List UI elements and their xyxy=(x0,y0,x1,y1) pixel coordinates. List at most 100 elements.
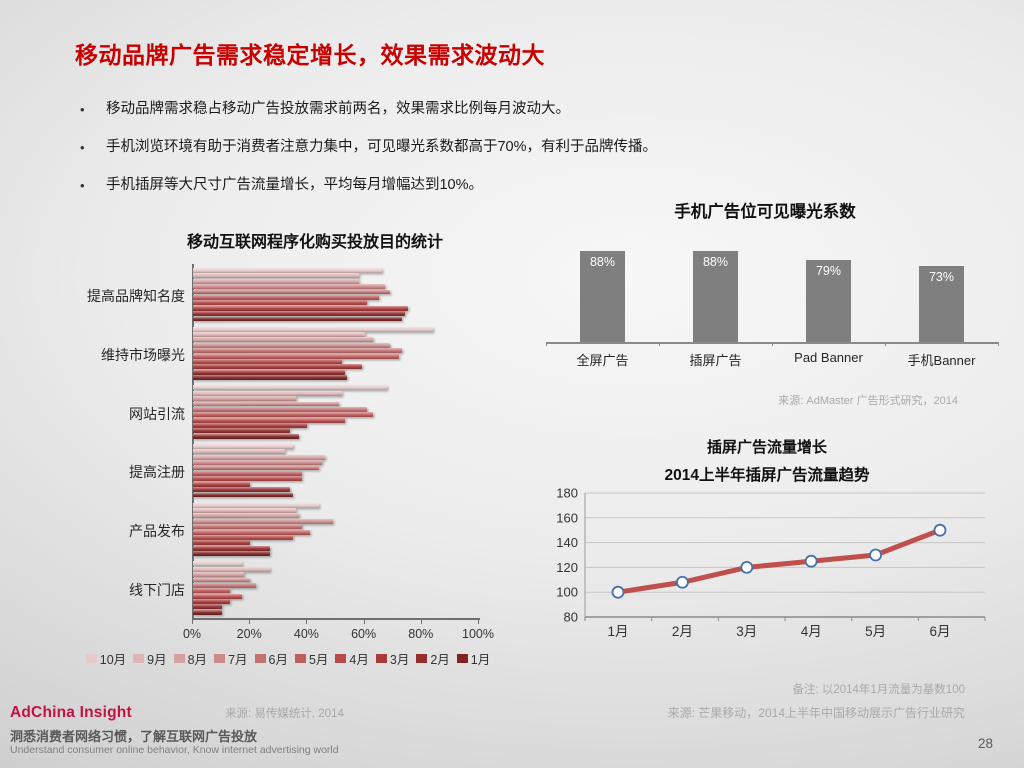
bar xyxy=(193,566,271,572)
bar xyxy=(193,529,311,535)
bar xyxy=(193,492,294,498)
purpose-chart-x-axis xyxy=(192,618,480,620)
x-tick-mark xyxy=(306,620,308,624)
traffic-chart-source: 来源: 芒果移动，2014上半年中国移动展示广告行业研究 xyxy=(667,706,965,720)
bar xyxy=(193,342,391,348)
bar-group xyxy=(193,442,479,501)
x-tick-mark xyxy=(998,342,999,346)
bar xyxy=(193,311,405,317)
bar-group xyxy=(193,559,479,618)
bullet-text: 手机插屏等大尺寸广告流量增长，平均每月增幅达到10%。 xyxy=(106,177,484,193)
legend-item: 7月 xyxy=(214,649,248,668)
category-label: 提高注册 xyxy=(129,464,185,481)
legend-swatch xyxy=(254,654,266,663)
x-tick-mark xyxy=(249,620,251,624)
bar xyxy=(193,588,231,594)
bar xyxy=(193,460,322,466)
bar xyxy=(193,508,296,513)
bar xyxy=(193,518,334,524)
bar xyxy=(193,487,291,493)
bar xyxy=(193,423,308,428)
bar xyxy=(193,561,242,567)
legend-label: 2月 xyxy=(430,653,450,667)
bar-with-value-label: 73% xyxy=(919,266,964,342)
bar xyxy=(193,353,399,359)
legend-item: 6月 xyxy=(254,649,288,668)
bar xyxy=(193,278,359,284)
bullet-text: 移动品牌需求稳占移动广告投放需求前两名，效果需求比例每月波动大。 xyxy=(106,101,570,117)
x-tick-label: 20% xyxy=(236,627,262,641)
bar xyxy=(193,273,359,279)
purpose-chart-source: 来源: 易传媒统计, 2014 xyxy=(225,708,344,720)
bar xyxy=(193,284,385,290)
x-tick-label: 4月 xyxy=(801,624,822,639)
bar xyxy=(193,599,231,604)
slide-title: 移动品牌广告需求稳定增长，效果需求波动大 xyxy=(75,42,545,68)
category-label: Pad Banner xyxy=(794,350,863,365)
bar xyxy=(193,433,299,439)
bar xyxy=(193,316,402,322)
bar xyxy=(193,390,342,396)
bar xyxy=(193,535,294,540)
bar xyxy=(193,476,302,482)
x-tick-mark xyxy=(772,342,773,346)
bar xyxy=(193,326,434,332)
legend-swatch xyxy=(456,654,468,663)
bar xyxy=(193,412,374,418)
purpose-chart-y-axis xyxy=(192,264,194,620)
y-tick-label: 140 xyxy=(556,535,578,550)
bullet-dot-icon: • xyxy=(80,140,85,155)
exposure-chart-source: 来源: AdMaster 广告形式研究，2014 xyxy=(778,395,958,407)
bar xyxy=(193,454,325,460)
legend-swatch xyxy=(294,654,306,663)
bullet-item: • 手机浏览环境有助于消费者注意力集中，可见曝光系数都高于70%，有利于品牌传播… xyxy=(80,138,960,157)
legend-item: 3月 xyxy=(375,649,409,668)
bar-with-value-label: 88% xyxy=(580,250,625,342)
legend-item: 9月 xyxy=(133,649,167,668)
legend-item: 1月 xyxy=(456,649,491,668)
bar xyxy=(193,268,382,273)
line-series xyxy=(615,527,943,595)
x-tick-label: 6月 xyxy=(929,624,950,639)
legend-item: 10月 xyxy=(85,649,126,668)
bar xyxy=(193,582,256,588)
bar-group xyxy=(193,325,479,384)
legend-label: 1月 xyxy=(470,653,491,667)
bar xyxy=(193,396,296,401)
bar-group xyxy=(193,266,479,325)
traffic-chart-title: 2014上半年插屏广告流量趋势 xyxy=(664,467,870,484)
legend-swatch xyxy=(214,654,226,663)
bar-group xyxy=(193,383,479,442)
data-point-marker xyxy=(869,548,883,562)
category-label: 线下门店 xyxy=(129,581,185,598)
x-tick-label: 1月 xyxy=(607,624,628,639)
bar xyxy=(193,444,294,449)
legend-swatch xyxy=(416,654,428,663)
x-tick-mark xyxy=(478,620,479,624)
data-point-marker xyxy=(611,585,625,599)
legend-swatch xyxy=(133,654,145,663)
exposure-chart-plot: 88% 全屏广告 88% 插屏广告 79% Pad Banner 73% 手机Banner xyxy=(546,240,999,372)
x-tick-mark xyxy=(420,620,422,624)
legend-swatch xyxy=(375,654,387,663)
x-tick-label: 2月 xyxy=(672,624,693,639)
bar xyxy=(193,465,319,471)
purpose-chart-title: 移动互联网程序化购买投放目的统计 xyxy=(186,234,443,251)
bar xyxy=(193,364,362,370)
legend-label: 5月 xyxy=(308,653,329,667)
bar xyxy=(193,359,342,364)
legend-item: 4月 xyxy=(335,649,369,668)
legend-label: 9月 xyxy=(147,653,167,667)
category-label: 网站引流 xyxy=(129,405,185,422)
x-tick-mark xyxy=(546,342,547,346)
y-tick-label: 120 xyxy=(556,560,578,575)
bar xyxy=(193,294,379,300)
bar xyxy=(193,593,242,599)
category-label: 全屏广告 xyxy=(576,353,629,368)
bar-group xyxy=(193,501,479,560)
y-tick-label: 100 xyxy=(556,585,578,600)
bar xyxy=(193,369,345,375)
bar-with-value-label: 79% xyxy=(806,260,851,342)
bar xyxy=(193,524,302,530)
